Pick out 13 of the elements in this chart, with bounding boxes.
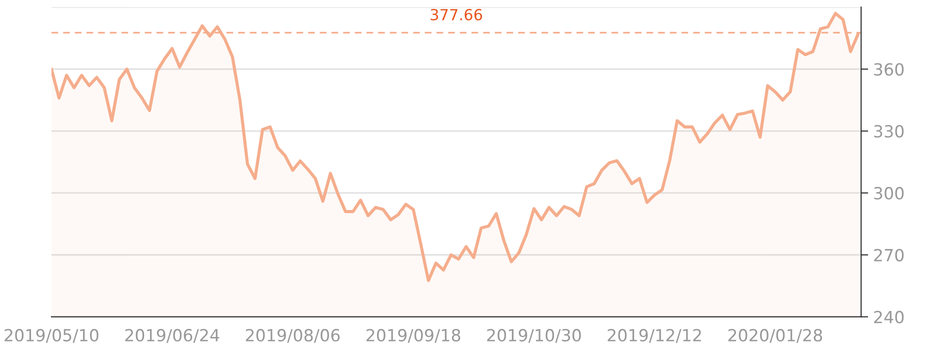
y-tick-label: 300 bbox=[874, 186, 904, 200]
ref-line-label: 377.66 bbox=[430, 8, 482, 20]
y-tick-label: 330 bbox=[874, 125, 904, 138]
y-tick-label: 360 bbox=[874, 63, 904, 76]
x-tick-label: 2019/08/06 bbox=[246, 328, 340, 343]
x-tick-label: 2019/06/24 bbox=[125, 328, 220, 343]
y-tick-label: 240 bbox=[874, 310, 904, 324]
x-tick-label: 2020/01/28 bbox=[728, 328, 822, 343]
x-tick-label: 2019/12/12 bbox=[608, 328, 701, 343]
y-tick-label: 270 bbox=[874, 248, 904, 262]
x-tick-label: 2019/10/30 bbox=[487, 328, 581, 343]
x-tick-label: 2019/05/10 bbox=[4, 328, 98, 343]
x-tick-label: 2019/09/18 bbox=[366, 328, 460, 343]
